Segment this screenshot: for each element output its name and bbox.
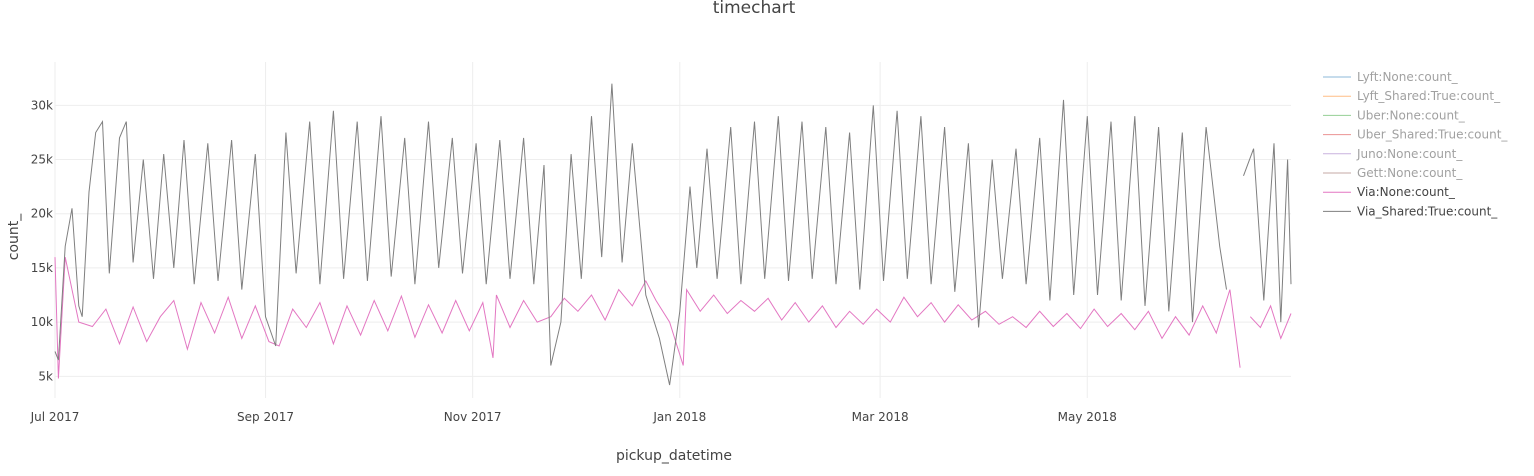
legend-label: Uber:None:count_ — [1357, 108, 1466, 122]
y-tick-label: 20k — [31, 207, 53, 221]
x-tick-label: Nov 2017 — [444, 410, 502, 424]
x-axis-ticks: Jul 2017 Sep 2017 Nov 2017 Jan 2018 Mar 2018… — [30, 410, 1117, 424]
legend-item[interactable]: Uber_Shared:True:count_ — [1323, 128, 1508, 142]
x-tick-label: Jul 2017 — [30, 410, 80, 424]
legend[interactable]: Lyft:None:count_ Lyft_Shared:True:count_ U… — [1323, 70, 1508, 218]
y-tick-label: 5k — [38, 369, 53, 383]
y-tick-label: 30k — [31, 98, 53, 112]
legend-label: Gett:None:count_ — [1357, 166, 1463, 180]
legend-item[interactable]: Via_Shared:True:count_ — [1323, 204, 1498, 218]
x-tick-label: Mar 2018 — [852, 410, 909, 424]
x-axis-title: pickup_datetime — [616, 448, 732, 464]
legend-label: Juno:None:count_ — [1356, 147, 1463, 161]
legend-item[interactable]: Via:None:count_ — [1323, 185, 1456, 199]
legend-label: Via:None:count_ — [1357, 185, 1456, 199]
y-tick-label: 25k — [31, 153, 53, 167]
legend-label: Lyft:None:count_ — [1357, 70, 1459, 84]
y-axis-title: count_ — [6, 213, 22, 260]
legend-label: Lyft_Shared:True:count_ — [1357, 89, 1501, 103]
legend-label: Uber_Shared:True:count_ — [1357, 128, 1508, 142]
plot-area — [54, 83, 1292, 386]
y-axis-ticks: 5k 10k 15k 20k 25k 30k — [31, 98, 53, 383]
legend-item[interactable]: Gett:None:count_ — [1323, 166, 1463, 180]
x-tick-label: Sep 2017 — [237, 410, 294, 424]
legend-item[interactable]: Uber:None:count_ — [1323, 108, 1466, 122]
grid — [54, 62, 1291, 398]
y-tick-label: 10k — [31, 315, 53, 329]
x-tick-label: Jan 2018 — [652, 410, 706, 424]
series-line-7 — [54, 83, 1292, 386]
chart-title: timechart — [713, 0, 796, 18]
legend-label: Via_Shared:True:count_ — [1357, 204, 1498, 218]
series-line-6 — [54, 256, 1292, 379]
y-tick-label: 15k — [31, 261, 53, 275]
x-tick-label: May 2018 — [1058, 410, 1117, 424]
legend-item[interactable]: Lyft:None:count_ — [1323, 70, 1459, 84]
legend-item[interactable]: Lyft_Shared:True:count_ — [1323, 89, 1501, 103]
legend-item[interactable]: Juno:None:count_ — [1323, 147, 1463, 161]
